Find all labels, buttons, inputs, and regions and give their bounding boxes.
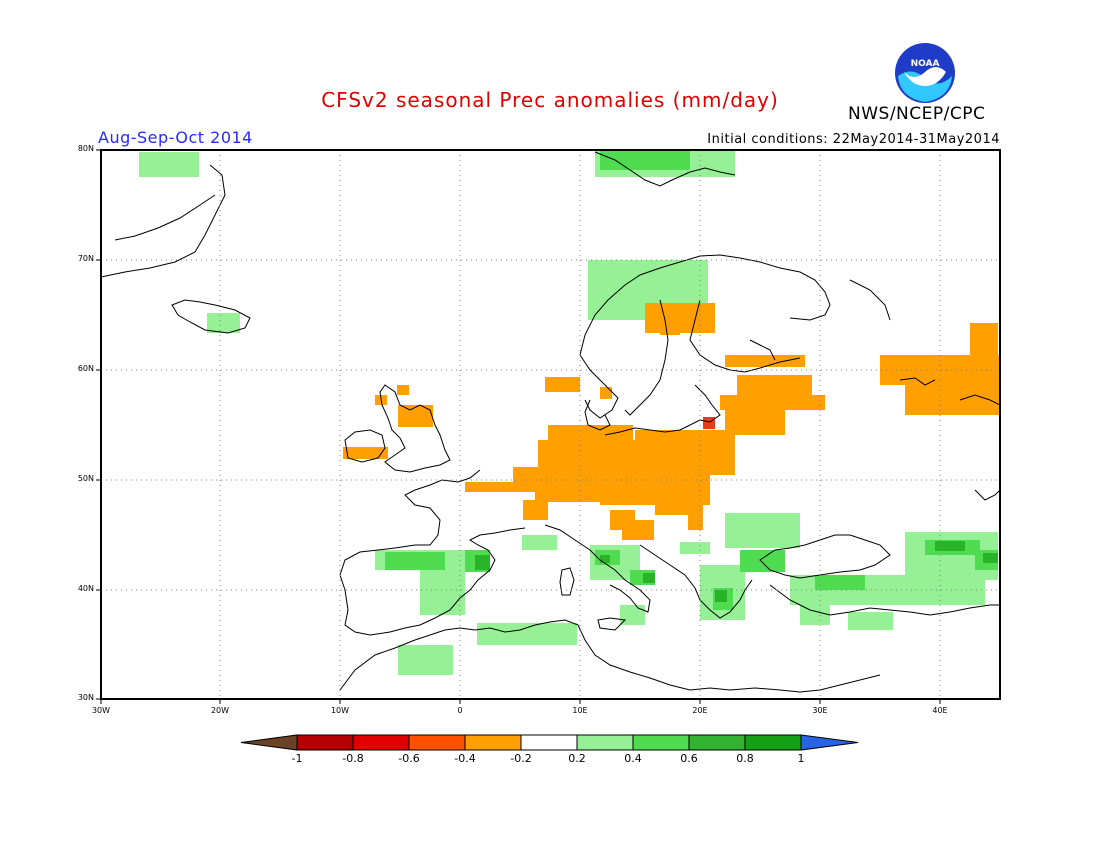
y-tick-label: 30N xyxy=(77,693,94,702)
season-label: Aug-Sep-Oct 2014 xyxy=(98,128,253,147)
coastlines xyxy=(101,151,1000,693)
y-tick-label: 40N xyxy=(77,584,94,593)
y-tick-label: 50N xyxy=(77,474,94,483)
logo-text: NOAA xyxy=(911,59,940,69)
negative-anomaly xyxy=(343,303,1000,540)
map-frame xyxy=(100,149,1001,700)
colorbar-label: 0.2 xyxy=(568,752,586,765)
colorbar-arrow-high xyxy=(800,734,859,751)
y-tick-label: 70N xyxy=(77,254,94,263)
colorbar-label: 0.8 xyxy=(736,752,754,765)
x-tick-label: 20E xyxy=(692,706,708,715)
map-title: CFSv2 seasonal Prec anomalies (mm/day) xyxy=(321,88,779,112)
anomaly-patches xyxy=(139,150,1000,675)
y-tick-label: 60N xyxy=(77,364,94,373)
x-tick-label: 30W xyxy=(91,706,111,715)
noaa-logo: NOAA xyxy=(895,43,955,103)
colorbar xyxy=(240,734,859,751)
colorbar-label: -0.8 xyxy=(342,752,364,765)
positive-anomaly-strong xyxy=(475,541,998,602)
negative-anomaly-strong xyxy=(703,417,715,429)
colorbar-segment xyxy=(296,734,354,751)
colorbar-label: -0.2 xyxy=(510,752,532,765)
x-tick-label: 30E xyxy=(812,706,828,715)
positive-anomaly-light xyxy=(139,150,998,675)
colorbar-segment xyxy=(464,734,522,751)
y-tick-label: 80N xyxy=(77,144,94,153)
colorbar-label: -1 xyxy=(291,752,303,765)
x-tick-label: 10E xyxy=(572,706,588,715)
colorbar-label: 0.6 xyxy=(680,752,698,765)
x-tick-label: 10W xyxy=(330,706,350,715)
colorbar-arrow-low xyxy=(240,734,298,751)
colorbar-label: 0.4 xyxy=(624,752,642,765)
colorbar-segment xyxy=(632,734,690,751)
colorbar-label: 1 xyxy=(797,752,805,765)
initial-conditions: Initial conditions: 22May2014-31May2014 xyxy=(707,132,1000,147)
colorbar-segment xyxy=(744,734,802,751)
tick-marks xyxy=(96,149,941,704)
x-tick-label: 40E xyxy=(932,706,948,715)
agency-label: NWS/NCEP/CPC xyxy=(848,104,986,124)
x-tick-label: 20W xyxy=(210,706,230,715)
colorbar-segment xyxy=(576,734,634,751)
colorbar-label: -0.6 xyxy=(398,752,420,765)
colorbar-segment xyxy=(408,734,466,751)
colorbar-segment xyxy=(688,734,746,751)
colorbar-segment xyxy=(520,734,578,751)
colorbar-segment xyxy=(352,734,410,751)
x-tick-label: 0 xyxy=(457,706,463,715)
colorbar-label: -0.4 xyxy=(454,752,476,765)
